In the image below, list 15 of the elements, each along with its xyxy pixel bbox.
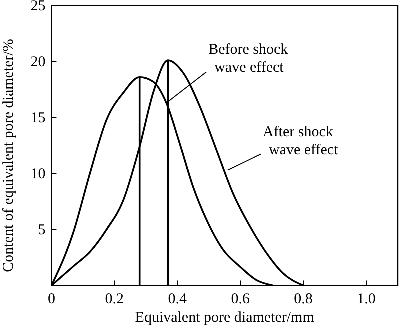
x-tick-label: 0 — [48, 292, 56, 308]
x-tick-label: 0.8 — [294, 292, 313, 308]
x-tick-label: 1.0 — [357, 292, 376, 308]
annotation: After shock wave effect — [263, 124, 340, 158]
y-tick-label: 15 — [30, 110, 46, 127]
y-tick-label: 25 — [30, 0, 46, 15]
y-tick-label: 10 — [30, 166, 46, 183]
x-tick-label: 0.4 — [168, 292, 188, 308]
annotation: Before shock wave effect — [208, 42, 289, 76]
x-tick-label: 0.6 — [231, 292, 250, 308]
x-tick-label: 0.2 — [105, 292, 124, 308]
x-axis-title: Equivalent pore diameter/mm — [135, 310, 315, 326]
y-tick-label: 5 — [38, 222, 46, 239]
y-tick-label: 20 — [30, 54, 46, 71]
y-axis-title: Content of equivalent pore diameter/% — [1, 39, 17, 272]
